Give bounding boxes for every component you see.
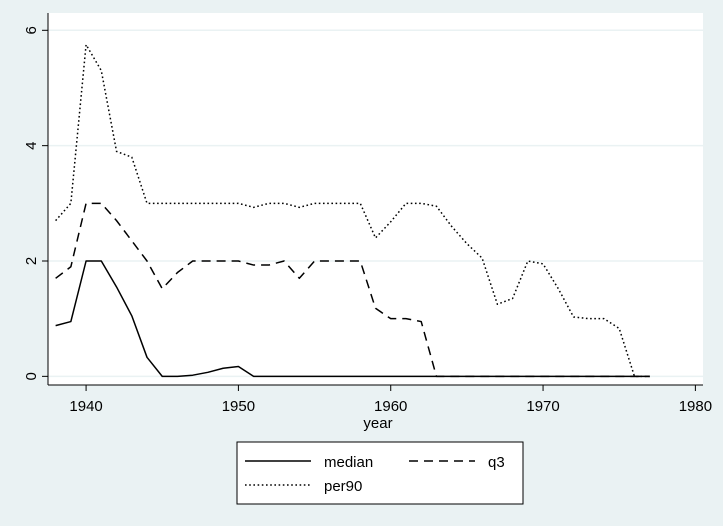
x-tick-label-1960: 1960 [374,398,407,415]
plot-area [48,13,703,385]
legend-label-per90: per90 [324,478,362,495]
legend-label-q3: q3 [488,454,505,471]
series-line-median [55,260,650,378]
series-lines [55,43,650,378]
legend-box [236,441,524,505]
x-ticks: 1940 1950 1960 1970 1980 [69,385,712,415]
y-ticks: 0 2 4 6 [23,26,48,381]
x-tick-label-1940: 1940 [69,398,102,415]
x-tick-label-1970: 1970 [526,398,559,415]
y-tick-label-0: 0 [23,372,40,380]
axes [47,13,703,386]
series-line-q3 [55,202,650,378]
x-tick-label-1950: 1950 [222,398,255,415]
legend: median q3 per90 [236,441,524,505]
y-tick-label-6: 6 [23,26,40,34]
y-tick-label-2: 2 [23,257,40,265]
series-line-per90 [55,43,650,378]
x-tick-label-1980: 1980 [679,398,712,415]
y-tick-label-4: 4 [23,141,40,149]
legend-label-median: median [324,454,373,471]
x-axis-title: year [363,415,392,432]
